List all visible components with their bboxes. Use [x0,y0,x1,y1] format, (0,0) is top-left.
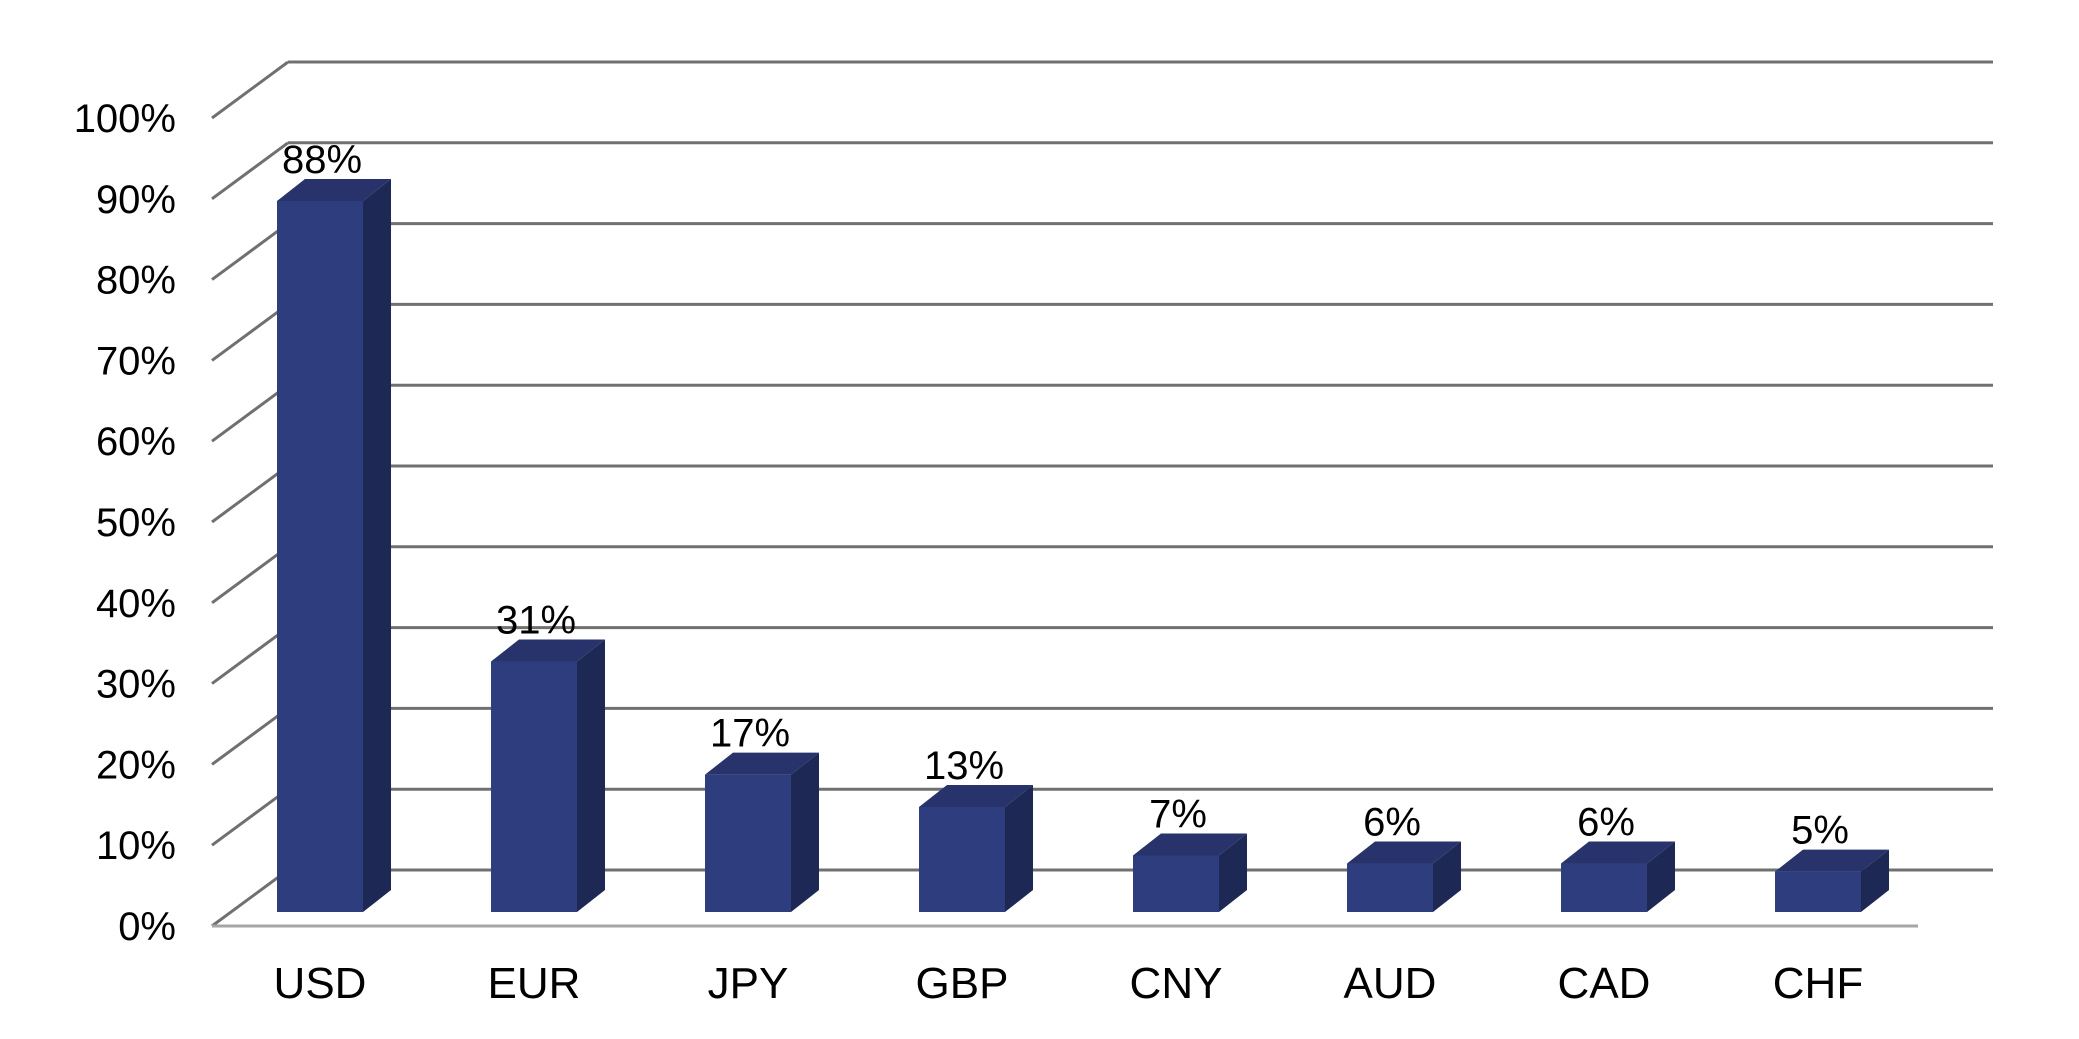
gridline [211,626,1993,685]
bar-front [1347,863,1433,912]
y-tick-label: 20% [96,743,176,787]
bar-top [1347,841,1461,864]
y-tick-label: 90% [96,178,176,222]
bar-front [277,200,363,912]
bar [277,178,391,912]
gridline-diagonal [211,303,289,362]
gridline-diagonal [211,222,289,281]
x-category-label: CHF [1773,959,1863,1008]
gridline [211,706,1993,766]
gridline [211,464,1993,524]
bar-side [577,639,605,912]
gridline [211,141,1993,201]
bar-front [705,774,791,912]
gridline [211,383,1993,443]
y-tick-label: 10% [96,824,176,868]
data-label: 6% [1577,801,1635,845]
gridline-diagonal [211,383,289,443]
data-label: 7% [1149,792,1207,836]
y-tick-label: 80% [96,259,176,303]
data-label: 88% [282,138,362,182]
data-label: 13% [924,744,1004,788]
x-category-label: AUD [1344,959,1437,1008]
data-label: 31% [496,599,576,643]
x-category-label: CNY [1130,959,1223,1008]
bar-top [277,178,391,201]
bar-side [363,178,391,912]
data-label: 5% [1791,809,1849,853]
bar [491,639,605,912]
data-labels: 88% 31% 17% 13% 7% 6% 6% 5% [282,138,1849,853]
bar-front [1775,871,1861,912]
bar-side [1861,849,1889,912]
bar [1133,833,1247,912]
gridline [211,787,1993,847]
gridline-diagonal [211,626,289,685]
bar-side [1219,833,1247,912]
x-category-label: EUR [488,959,581,1008]
gridline-diagonal [211,141,289,201]
bar-front [919,806,1005,912]
y-tick-label: 50% [96,501,176,545]
y-tick-label: 70% [96,339,176,383]
data-label: 6% [1363,801,1421,845]
bar [1561,841,1675,912]
gridline-diagonal [211,868,289,928]
bar [705,752,819,912]
x-category-label: CAD [1558,959,1651,1008]
x-category-label: JPY [708,959,789,1008]
bar-top [1775,849,1889,872]
gridline [211,302,1993,362]
gridline [211,222,1993,281]
bar-top [919,784,1033,807]
y-tick-label: 0% [118,905,176,949]
data-label: 17% [710,712,790,756]
bar [919,784,1033,912]
gridlines [211,60,1993,928]
bar-top [491,639,605,662]
y-axis-tick-labels: 0% 10% 20% 30% 40% 50% 60% 70% 80% 90% 100% [74,97,176,949]
x-category-label: USD [274,959,367,1008]
bar [1347,841,1461,912]
bar-side [1433,841,1461,912]
bar-top [1561,841,1675,864]
y-tick-label: 30% [96,663,176,707]
bar [1775,849,1889,912]
bar-top [1133,833,1247,856]
gridline-diagonal [211,464,289,524]
bar-front [1133,855,1219,912]
gridline-diagonal [211,707,289,766]
x-category-label: GBP [916,959,1009,1008]
y-tick-label: 40% [96,582,176,626]
gridline-diagonal [211,545,289,605]
bars [277,178,1889,912]
gridline [211,545,1993,605]
gridline [211,868,1993,928]
bar-side [1647,841,1675,912]
gridline [211,60,1993,120]
gridline-diagonal [211,60,289,120]
y-tick-label: 100% [74,97,176,141]
bar-side [1005,784,1033,912]
gridline-diagonal [211,787,289,847]
bar-side [791,752,819,912]
y-tick-label: 60% [96,420,176,464]
bar-top [705,752,819,775]
bar-front [1561,863,1647,912]
bar-front [491,661,577,912]
x-axis-category-labels: USD EUR JPY GBP CNY AUD CAD CHF [274,959,1864,1008]
